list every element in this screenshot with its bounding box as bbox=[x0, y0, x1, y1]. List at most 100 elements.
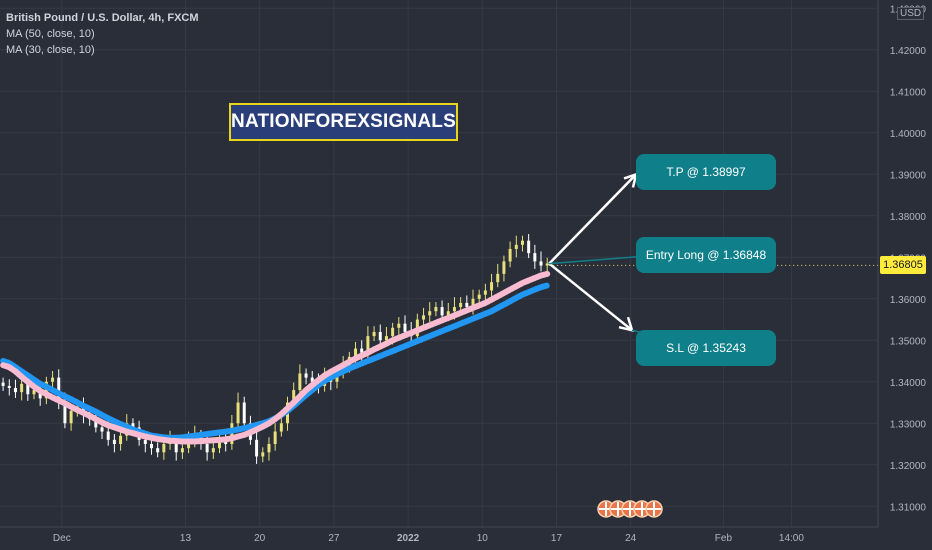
candle-body bbox=[279, 423, 283, 432]
x-tick-label: 27 bbox=[328, 533, 340, 544]
candle-body bbox=[51, 377, 55, 382]
y-tick-label: 1.39000 bbox=[890, 170, 927, 181]
ma50-legend-label[interactable]: MA (50, close, 10) bbox=[6, 28, 95, 40]
candle-body bbox=[366, 336, 370, 353]
candle-body bbox=[211, 448, 215, 453]
y-tick-label: 1.32000 bbox=[890, 461, 927, 472]
y-tick-label: 1.40000 bbox=[890, 129, 927, 140]
candle-body bbox=[508, 248, 512, 262]
candle-body bbox=[428, 311, 432, 316]
candle-body bbox=[496, 273, 500, 283]
ma30-legend-label[interactable]: MA (30, close, 10) bbox=[6, 44, 95, 56]
y-tick-label: 1.34000 bbox=[890, 378, 927, 389]
y-tick-label: 1.31000 bbox=[890, 502, 927, 513]
candle-body bbox=[162, 444, 166, 453]
x-tick-label: 10 bbox=[477, 533, 489, 544]
candle-body bbox=[490, 282, 494, 291]
candle-body bbox=[273, 431, 277, 445]
candle-body bbox=[13, 387, 17, 393]
candle-body bbox=[205, 444, 209, 453]
x-tick-label: 20 bbox=[254, 533, 266, 544]
candle-body bbox=[106, 431, 110, 440]
y-tick-label: 1.38000 bbox=[890, 212, 927, 223]
candle-body bbox=[422, 315, 426, 320]
symbol-title[interactable]: British Pound / U.S. Dollar, 4h, FXCM bbox=[6, 12, 199, 24]
stop-loss-callout[interactable]: S.L @ 1.35243 bbox=[636, 330, 776, 366]
candle-body bbox=[360, 348, 364, 353]
currency-label: USD bbox=[897, 7, 925, 20]
candle-body bbox=[112, 439, 116, 445]
candle-body bbox=[218, 439, 221, 449]
candle-body bbox=[7, 385, 11, 388]
candle-body bbox=[174, 439, 178, 453]
candle-body bbox=[452, 307, 456, 312]
candle-body bbox=[459, 302, 463, 308]
x-tick-label: 2022 bbox=[397, 533, 420, 544]
candle-body bbox=[384, 336, 388, 341]
candle-body bbox=[255, 439, 259, 457]
brand-watermark-box: NATIONFOREXSIGNALS bbox=[229, 103, 458, 141]
take-profit-callout[interactable]: T.P @ 1.38997 bbox=[636, 154, 776, 190]
candle-body bbox=[465, 302, 469, 308]
x-tick-label: 24 bbox=[625, 533, 637, 544]
chart-legend: British Pound / U.S. Dollar, 4h, FXCM MA… bbox=[6, 10, 199, 58]
candle-body bbox=[156, 448, 160, 453]
candle-body bbox=[100, 427, 104, 432]
stop-loss-arrow bbox=[548, 262, 633, 332]
x-tick-label: Feb bbox=[715, 533, 733, 544]
candle-body bbox=[94, 419, 98, 428]
y-tick-label: 1.33000 bbox=[890, 419, 927, 430]
candle-body bbox=[32, 390, 36, 395]
y-tick-label: 1.42000 bbox=[890, 46, 927, 57]
candle-body bbox=[26, 383, 30, 395]
candle-body bbox=[397, 323, 401, 328]
current-price-tag: 1.36805 bbox=[880, 256, 926, 274]
candle-body bbox=[310, 377, 314, 382]
candle-body bbox=[446, 311, 450, 316]
y-tick-label: 1.35000 bbox=[890, 336, 927, 347]
candle-body bbox=[304, 373, 308, 378]
entry-callout[interactable]: Entry Long @ 1.36848 bbox=[636, 237, 776, 273]
candle-body bbox=[527, 240, 531, 254]
candle-body bbox=[539, 261, 543, 266]
candle-body bbox=[119, 435, 123, 445]
candle-body bbox=[372, 331, 376, 337]
candle-body bbox=[378, 331, 382, 341]
x-tick-label: 17 bbox=[551, 533, 563, 544]
candle-body bbox=[63, 402, 67, 424]
x-tick-label: 13 bbox=[180, 533, 192, 544]
candle-body bbox=[1, 382, 5, 386]
candle-body bbox=[434, 307, 438, 312]
candle-body bbox=[471, 298, 475, 308]
candle-body bbox=[298, 373, 302, 391]
y-tick-label: 1.41000 bbox=[890, 87, 927, 98]
candle-body bbox=[236, 402, 240, 424]
candle-body bbox=[261, 452, 265, 457]
candle-body bbox=[20, 383, 24, 393]
candle-body bbox=[354, 348, 358, 357]
candle-body bbox=[149, 444, 153, 449]
candle-body bbox=[477, 294, 481, 299]
x-tick-label: Dec bbox=[53, 533, 71, 544]
candle-body bbox=[403, 323, 407, 332]
candle-body bbox=[502, 261, 506, 274]
candle-body bbox=[69, 410, 73, 424]
ma30-series-line bbox=[0, 270, 551, 445]
candle-body bbox=[143, 439, 147, 445]
candle-body bbox=[440, 307, 444, 316]
candle-body bbox=[520, 240, 524, 245]
candle-body bbox=[180, 448, 184, 453]
candle-body bbox=[131, 423, 135, 428]
candle-body bbox=[242, 402, 246, 424]
x-tick-label: 14:00 bbox=[779, 533, 804, 544]
candle-body bbox=[483, 290, 487, 295]
candle-body bbox=[292, 390, 296, 403]
candle-body bbox=[545, 263, 549, 266]
candle-body bbox=[514, 244, 518, 249]
take-profit-arrow bbox=[548, 173, 637, 265]
candle-body bbox=[533, 253, 537, 262]
candle-body bbox=[267, 444, 271, 453]
y-tick-label: 1.36000 bbox=[890, 295, 927, 306]
